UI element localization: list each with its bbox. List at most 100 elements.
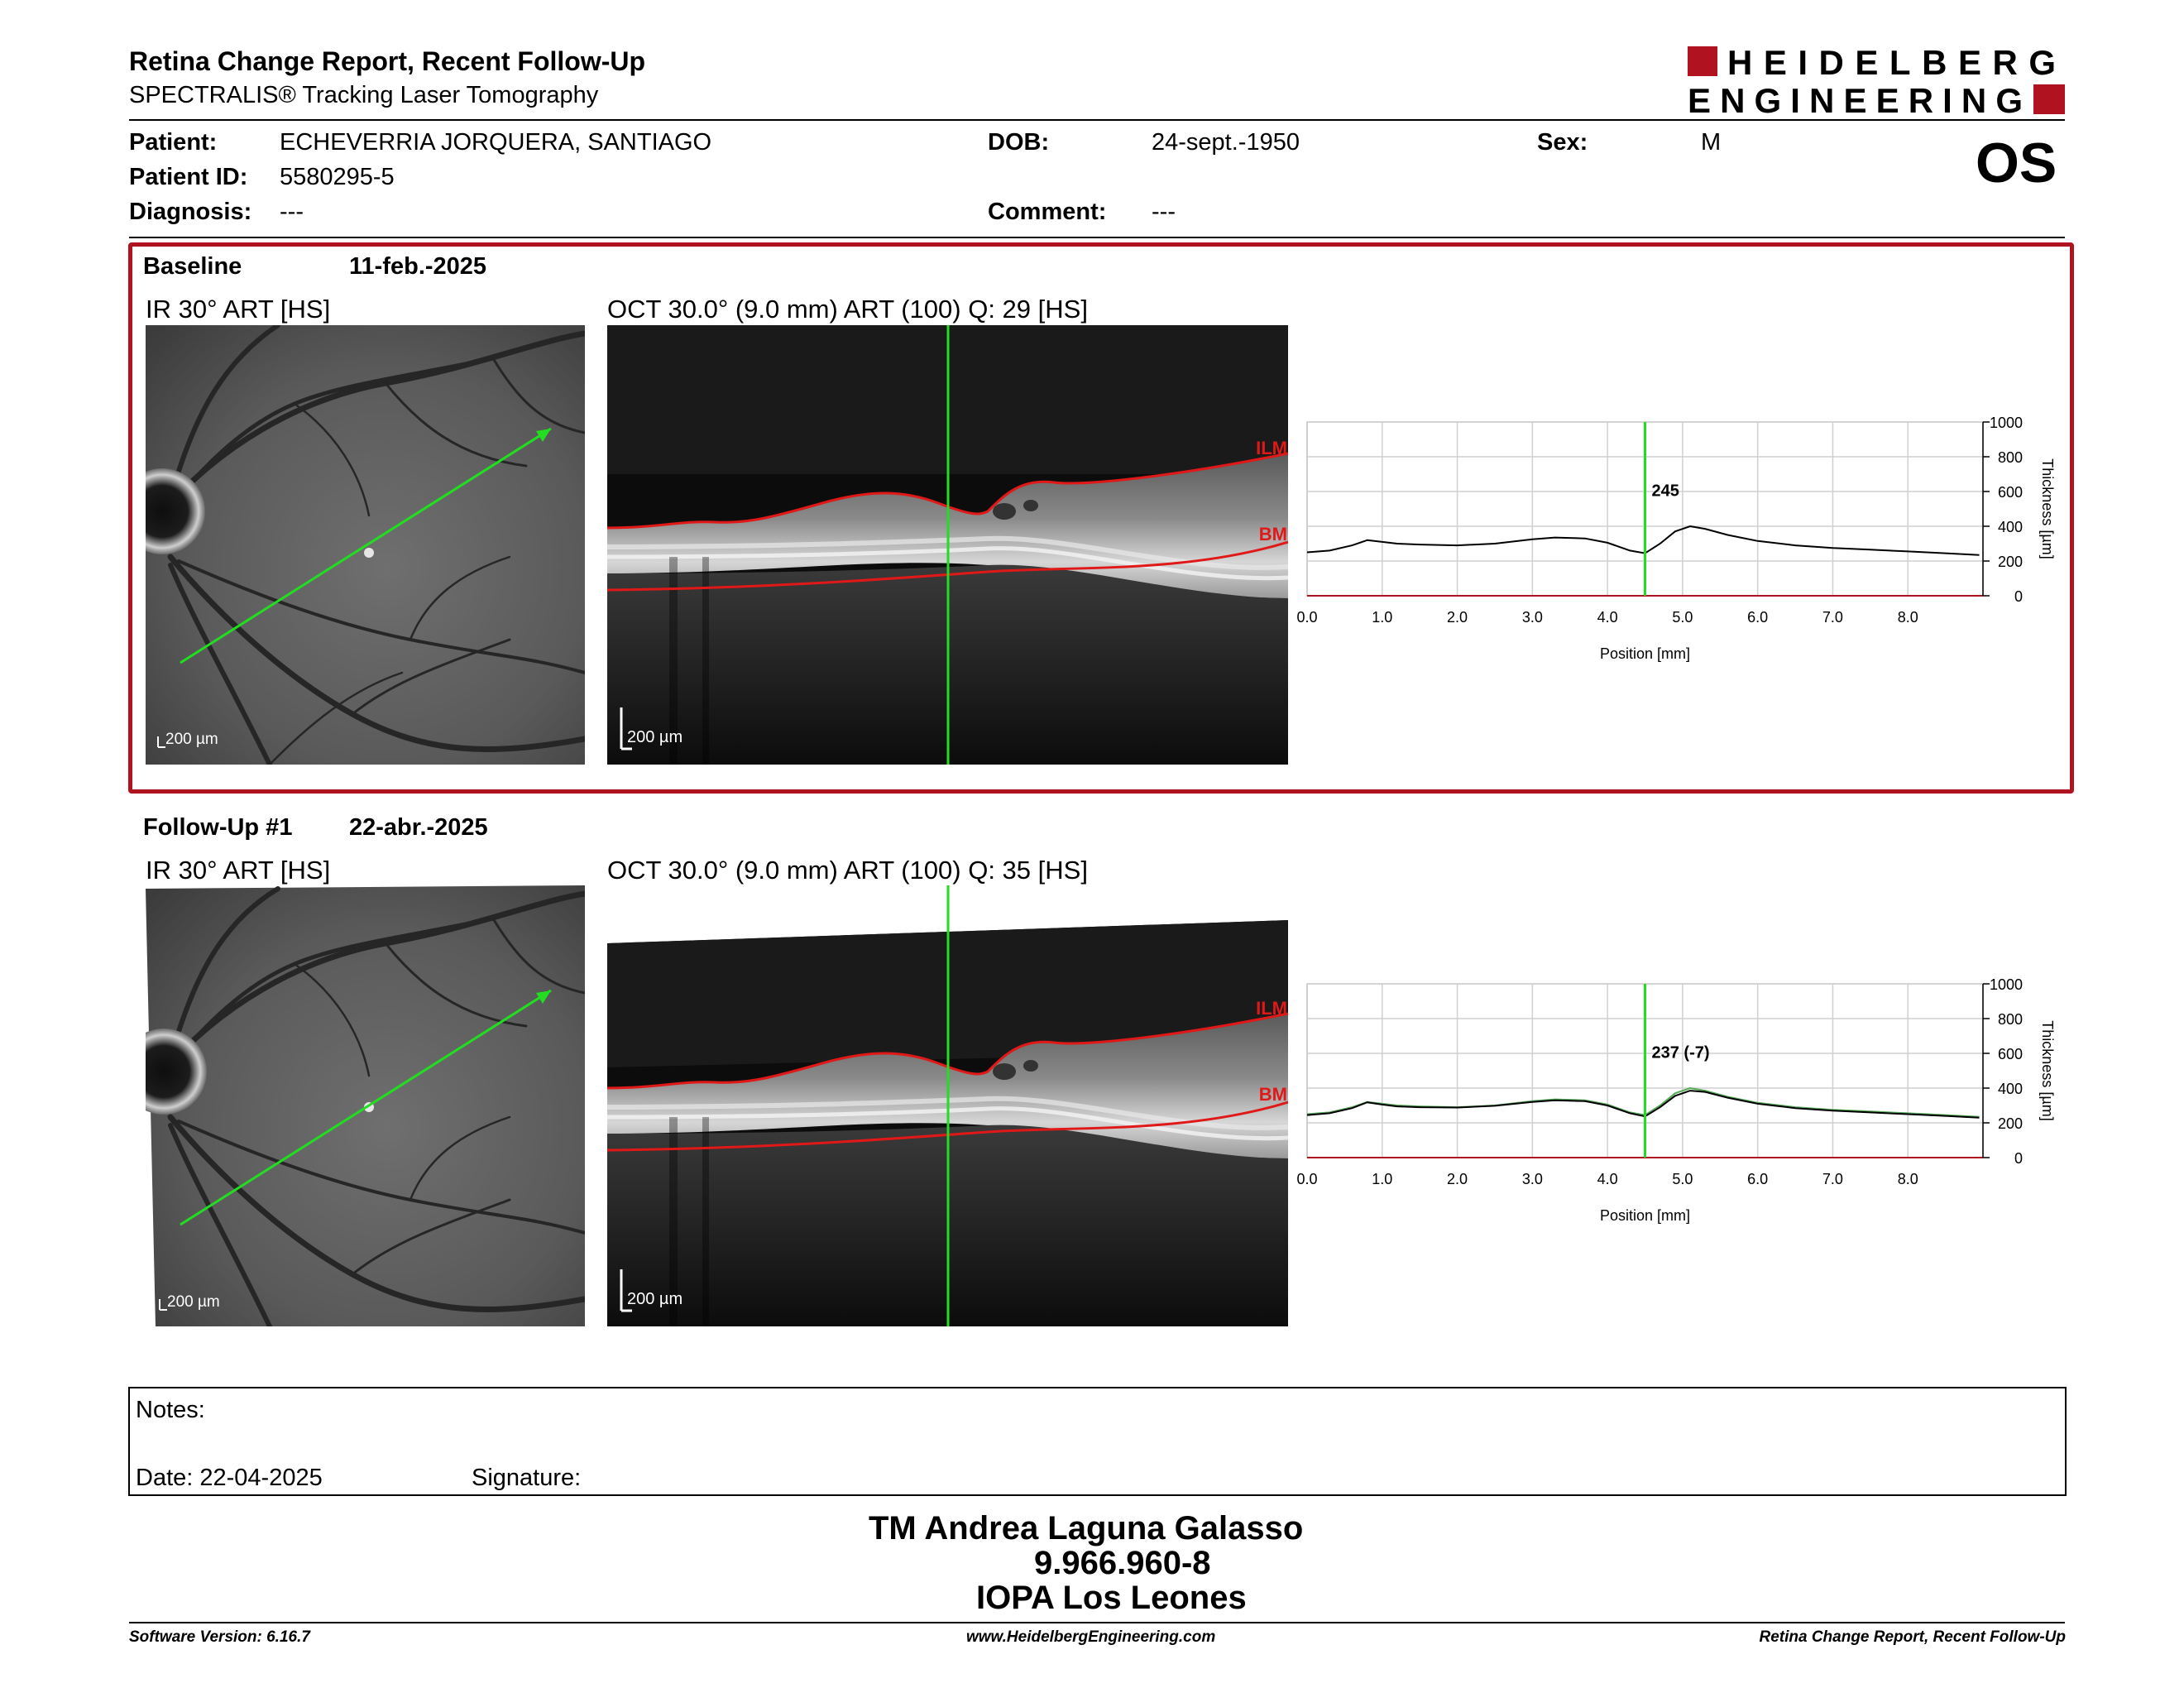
x-tick-label: 7.0 <box>1822 1171 1843 1187</box>
notes-label: Notes: <box>136 1397 205 1423</box>
baseline-ir-scale-label: 200 µm <box>165 731 218 748</box>
followup-oct-bscan-image[interactable]: ILM BM 200 µm <box>607 885 1288 1326</box>
notes-box[interactable] <box>128 1387 2067 1496</box>
sex-label: Sex: <box>1537 129 1588 156</box>
baseline-bm-line <box>607 540 1288 592</box>
followup-oct-scale-label: 200 µm <box>627 1290 682 1308</box>
y-tick-label: 800 <box>1998 449 2023 466</box>
followup-oct-title: OCT 30.0° (9.0 mm) ART (100) Q: 35 [HS] <box>607 856 1088 885</box>
followup-thickness-chart[interactable]: 0.0 1.0 2.0 3.0 4.0 5.0 6.0 7.0 8.0 0 200 400 600 800… <box>1295 971 2072 1236</box>
patient-divider <box>129 237 2065 238</box>
scan-arrow-icon <box>536 990 551 1004</box>
x-tick-label: 8.0 <box>1898 1171 1918 1187</box>
heidelberg-logo: HEIDELBERG ENGINEERING <box>1688 43 2065 117</box>
baseline-scan-line <box>180 427 552 664</box>
x-tick-label: 6.0 <box>1747 1171 1768 1187</box>
x-axis-label: Position [mm] <box>1600 1207 1690 1224</box>
followup-ir-fundus-image[interactable]: 200 µm <box>146 885 585 1326</box>
patient-name: ECHEVERRIA JORQUERA, SANTIAGO <box>280 129 712 156</box>
baseline-label: Baseline <box>143 253 242 280</box>
baseline-thickness-chart[interactable]: 0.0 1.0 2.0 3.0 4.0 5.0 6.0 7.0 8.0 0 200 400 600 800… <box>1295 410 2072 674</box>
dob-value: 24-sept.-1950 <box>1152 129 1300 156</box>
marker-value-label: 237 (-7) <box>1652 1044 1710 1062</box>
thickness-series-line <box>1306 525 1980 556</box>
x-tick-label: 5.0 <box>1672 1171 1693 1187</box>
baseline-oct-scale-label: 200 µm <box>627 728 682 746</box>
x-tick-label: 3.0 <box>1522 1171 1543 1187</box>
followup-ilm-label: ILM <box>1256 998 1287 1019</box>
baseline-frame <box>128 242 2074 794</box>
comment-value: --- <box>1152 199 1176 225</box>
thickness-series-line <box>1306 1090 1980 1119</box>
x-tick-label: 2.0 <box>1447 1171 1468 1187</box>
x-tick-label: 7.0 <box>1822 609 1843 626</box>
followup-bm-label: BM <box>1259 1084 1287 1105</box>
followup-ir-scale-label: 200 µm <box>167 1293 220 1311</box>
y-tick-label: 600 <box>1998 484 2023 501</box>
y-tick-label: 200 <box>1998 554 2023 570</box>
report-title: Retina Change Report, Recent Follow-Up <box>129 46 646 76</box>
diagnosis-value: --- <box>280 199 304 225</box>
x-tick-label: 6.0 <box>1747 609 1768 626</box>
y-axis-label: Thickness [µm] <box>2039 458 2056 559</box>
x-tick-label: 0.0 <box>1296 1171 1317 1187</box>
baseline-bm-label: BM <box>1259 524 1287 544</box>
y-tick-label: 1000 <box>1990 415 2023 431</box>
marker-value-label: 245 <box>1652 482 1679 501</box>
software-version: Software Version: 6.16.7 <box>129 1628 310 1646</box>
x-tick-label: 4.0 <box>1597 609 1618 626</box>
logo-text-2: ENGINEERING <box>1688 81 2025 117</box>
footer-report-title: Retina Change Report, Recent Follow-Up <box>1759 1628 2066 1646</box>
signature-label: Signature: <box>472 1465 582 1491</box>
website-link[interactable]: www.HeidelbergEngineering.com <box>966 1628 1216 1646</box>
date-label: Date: 22-04-2025 <box>136 1465 323 1491</box>
dob-label: DOB: <box>988 129 1050 156</box>
baseline-ir-fundus-image[interactable]: 200 µm <box>146 325 585 765</box>
x-tick-label: 1.0 <box>1372 609 1392 626</box>
x-axis-label: Position [mm] <box>1600 645 1690 662</box>
signer-name: TM Andrea Laguna Galasso <box>869 1510 1304 1547</box>
y-tick-label: 400 <box>1998 1081 2023 1097</box>
report-subtitle: SPECTRALIS® Tracking Laser Tomography <box>129 82 599 108</box>
y-tick-label: 400 <box>1998 519 2023 535</box>
diagnosis-label: Diagnosis: <box>129 199 252 225</box>
x-tick-label: 1.0 <box>1372 1171 1392 1187</box>
x-tick-label: 3.0 <box>1522 609 1543 626</box>
baseline-ilm-line <box>607 452 1288 530</box>
sex-value: M <box>1701 129 1722 156</box>
y-tick-label: 800 <box>1998 1011 2023 1028</box>
x-tick-label: 2.0 <box>1447 609 1468 626</box>
footer-divider <box>129 1622 2065 1623</box>
y-tick-label: 0 <box>2014 588 2023 605</box>
y-tick-label: 0 <box>2014 1150 2023 1167</box>
baseline-date: 11-feb.-2025 <box>349 253 487 280</box>
followup-bm-line <box>607 1101 1288 1152</box>
scan-arrow-icon <box>536 429 551 442</box>
comment-label: Comment: <box>988 199 1107 225</box>
signature-stamp: TM Andrea Laguna Galasso 9.966.960-8 IOP… <box>869 1511 1365 1615</box>
logo-text-1: HEIDELBERG <box>1727 43 2058 82</box>
y-tick-label: 200 <box>1998 1115 2023 1132</box>
y-axis-label: Thickness [µm] <box>2039 1020 2056 1120</box>
y-tick-label: 600 <box>1998 1046 2023 1062</box>
baseline-ilm-label: ILM <box>1256 438 1287 458</box>
followup-scan-line <box>180 989 552 1226</box>
baseline-ir-title: IR 30° ART [HS] <box>146 295 331 324</box>
y-tick-label: 1000 <box>1990 976 2023 993</box>
header-divider <box>129 119 2065 121</box>
eye-indicator: OS <box>1976 132 2057 194</box>
signer-id: 9.966.960-8 <box>1034 1545 1211 1581</box>
signer-institution: IOPA Los Leones <box>976 1580 1247 1616</box>
x-tick-label: 5.0 <box>1672 609 1693 626</box>
followup-label: Follow-Up #1 <box>143 814 293 841</box>
x-tick-label: 8.0 <box>1898 609 1918 626</box>
baseline-oct-bscan-image[interactable]: ILM BM 200 µm <box>607 325 1288 765</box>
followup-date: 22-abr.-2025 <box>349 814 488 841</box>
x-tick-label: 4.0 <box>1597 1171 1618 1187</box>
patient-id-label: Patient ID: <box>129 164 248 190</box>
x-tick-label: 0.0 <box>1296 609 1317 626</box>
followup-ilm-line <box>607 1012 1288 1090</box>
followup-ir-title: IR 30° ART [HS] <box>146 856 331 885</box>
baseline-oct-title: OCT 30.0° (9.0 mm) ART (100) Q: 29 [HS] <box>607 295 1088 324</box>
patient-label: Patient: <box>129 129 218 156</box>
